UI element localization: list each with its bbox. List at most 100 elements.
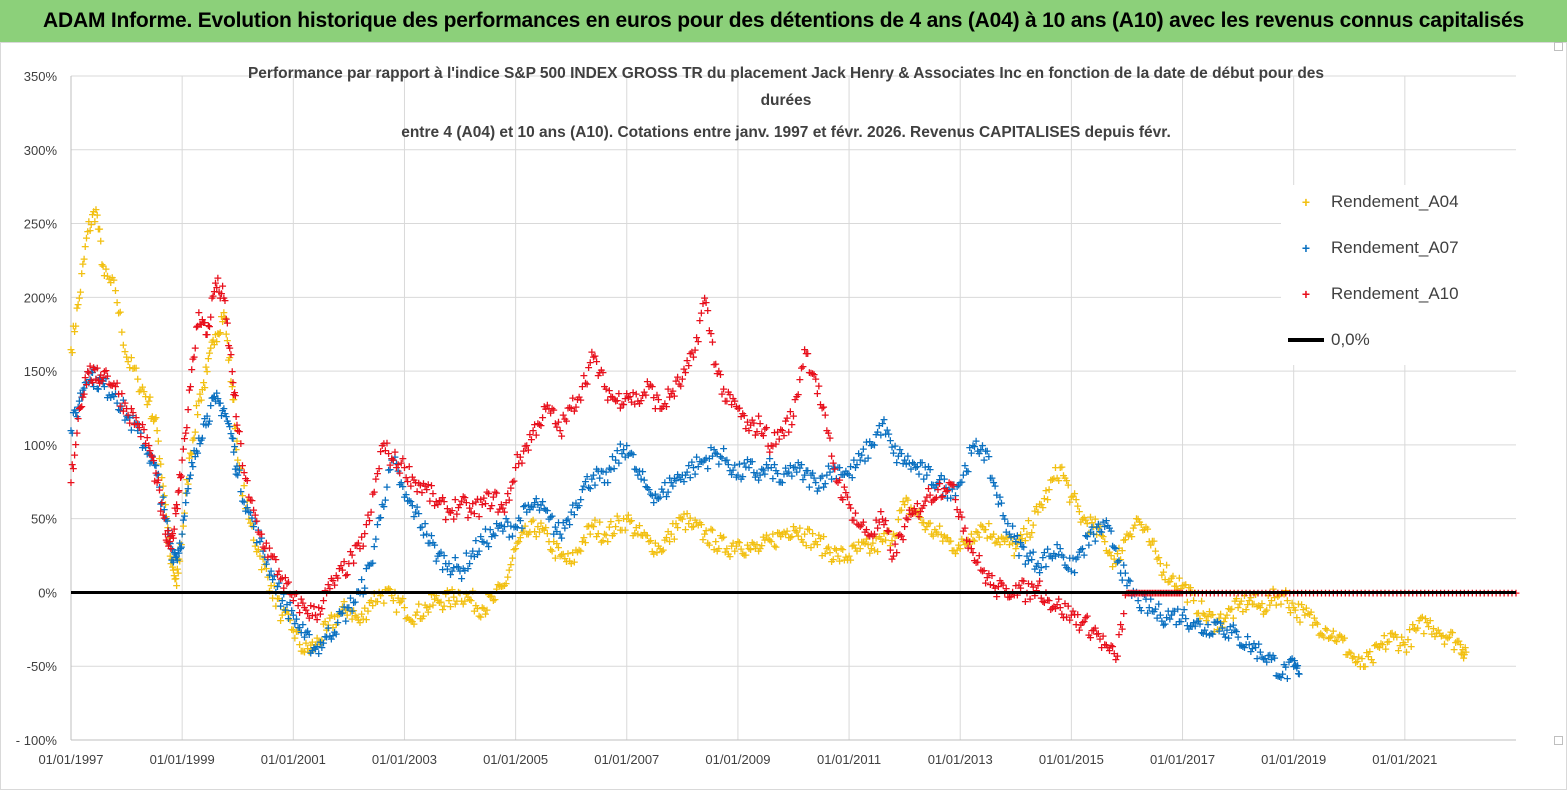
point-a04: + — [1345, 645, 1354, 658]
point-a04: + — [517, 526, 526, 539]
point-a04: + — [1102, 544, 1111, 557]
point-a04: + — [1391, 628, 1400, 641]
point-a07: + — [1118, 573, 1127, 586]
point-a04: + — [373, 595, 382, 608]
point-a07: + — [976, 443, 985, 456]
point-a04: + — [273, 592, 282, 605]
point-a07: + — [821, 477, 830, 490]
point-a07: + — [420, 517, 429, 530]
point-a04: + — [322, 623, 331, 636]
point-a07: + — [465, 557, 474, 570]
point-a04: + — [171, 572, 180, 585]
legend-label-a10: Rendement_A10 — [1331, 284, 1459, 303]
point-a04: + — [883, 526, 892, 539]
point-a04: + — [938, 534, 947, 547]
point-a10: + — [533, 417, 542, 430]
point-a04: + — [808, 527, 817, 540]
point-a07: + — [1261, 652, 1270, 665]
point-a04: + — [76, 285, 85, 298]
point-a04: + — [432, 589, 441, 602]
point-a04: + — [200, 381, 209, 394]
point-a04: + — [306, 639, 315, 652]
point-a07: + — [255, 535, 264, 548]
point-a07: + — [346, 591, 355, 604]
point-a04: + — [660, 533, 669, 546]
point-a10: + — [814, 380, 823, 393]
point-a04: + — [365, 596, 374, 609]
point-a07: + — [522, 505, 531, 518]
point-a10: + — [884, 525, 893, 538]
point-a07: + — [930, 481, 939, 494]
point-a04: + — [386, 583, 395, 596]
point-a04: + — [602, 528, 611, 541]
point-a07: + — [287, 604, 296, 617]
point-a07: + — [400, 491, 409, 504]
resize-handle-top-right[interactable] — [1554, 42, 1563, 51]
point-a07: + — [849, 454, 858, 467]
point-a07: + — [925, 463, 934, 476]
point-a04: + — [789, 520, 798, 533]
point-a04: + — [260, 558, 269, 571]
resize-handle-bottom-right[interactable] — [1554, 736, 1563, 745]
point-a07: + — [1253, 652, 1262, 665]
point-a07: + — [90, 362, 99, 375]
point-a07: + — [689, 461, 698, 474]
point-a07: + — [879, 413, 888, 426]
point-a10: + — [211, 277, 220, 290]
point-a07: + — [679, 475, 688, 488]
point-a07: + — [568, 499, 577, 512]
point-a04: + — [1373, 640, 1382, 653]
point-a04: + — [355, 616, 364, 629]
point-a07: + — [606, 463, 615, 476]
point-a04: + — [840, 553, 849, 566]
point-a04: + — [395, 596, 404, 609]
point-a07: + — [233, 468, 242, 481]
point-a04: + — [1303, 607, 1312, 620]
point-a04: + — [1402, 646, 1411, 659]
point-a07: + — [1162, 611, 1171, 624]
chart-svg: - 100%-50%0%50%100%150%200%250%300%350%0… — [16, 69, 1521, 767]
point-a04: + — [525, 526, 534, 539]
point-a10: + — [430, 499, 439, 512]
point-a04: + — [1213, 623, 1222, 636]
point-a07: + — [486, 523, 495, 536]
point-a10: + — [568, 391, 577, 404]
legend-item-a10: + Rendement_A10 — [1281, 282, 1459, 306]
point-a07: + — [959, 468, 968, 481]
point-a07: + — [557, 531, 566, 544]
point-a10: + — [671, 375, 680, 388]
point-a04: + — [85, 224, 94, 237]
point-a04: + — [1016, 528, 1025, 541]
point-a07: + — [1140, 588, 1149, 601]
point-a10: + — [532, 429, 541, 442]
point-a07: + — [805, 480, 814, 493]
point-a04: + — [430, 592, 439, 605]
point-a04: + — [860, 537, 869, 550]
point-a07: + — [505, 530, 514, 543]
point-a04: + — [1461, 645, 1470, 658]
point-a04: + — [88, 208, 97, 221]
point-a07: + — [1176, 615, 1185, 628]
point-a04: + — [1297, 598, 1306, 611]
point-a07: + — [744, 461, 753, 474]
point-a04: + — [854, 536, 863, 549]
point-a10: + — [187, 363, 196, 376]
point-a04: + — [941, 531, 950, 544]
point-a07: + — [1121, 567, 1130, 580]
point-a10: + — [176, 471, 185, 484]
point-a07: + — [289, 609, 298, 622]
point-a10: + — [147, 449, 156, 462]
point-a10: + — [274, 564, 283, 577]
point-a04: + — [471, 599, 480, 612]
point-a10: + — [562, 415, 571, 428]
point-a04: + — [1434, 623, 1443, 636]
point-a04: + — [149, 415, 158, 428]
point-a07: + — [265, 569, 274, 582]
point-a07: + — [852, 458, 861, 471]
point-a10: + — [627, 396, 636, 409]
point-a10: + — [467, 505, 476, 518]
point-a10: + — [608, 391, 617, 404]
point-a04: + — [1364, 650, 1373, 663]
point-a04: + — [411, 609, 420, 622]
point-a07: + — [754, 473, 763, 486]
